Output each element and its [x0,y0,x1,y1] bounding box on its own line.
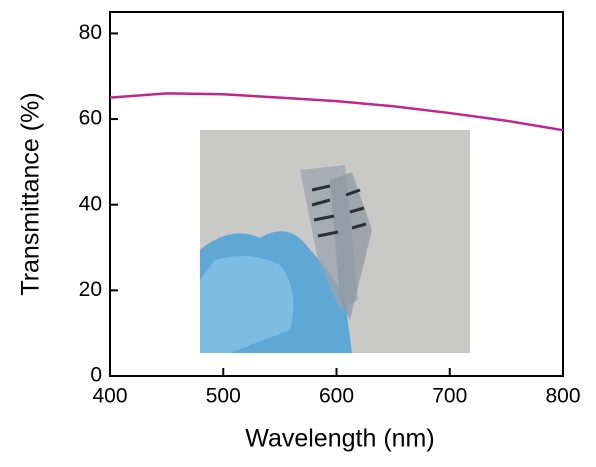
y-tick-label: 60 [79,107,102,130]
x-tick-label: 500 [206,385,241,408]
data-line [109,92,564,132]
x-axis-label: Wavelength (nm) [245,425,434,453]
x-tick-label: 600 [319,385,354,408]
y-tick-label: 20 [79,278,102,301]
y-axis-label: Transmittance (%) [17,92,45,295]
y-tick-label: 40 [79,192,102,215]
x-tick-label: 400 [92,385,127,408]
y-tick-label: 0 [90,364,102,387]
y-tick-label: 80 [79,21,102,44]
x-tick-label: 800 [545,385,580,408]
inset-photo [200,130,470,353]
x-tick-label: 700 [432,385,467,408]
